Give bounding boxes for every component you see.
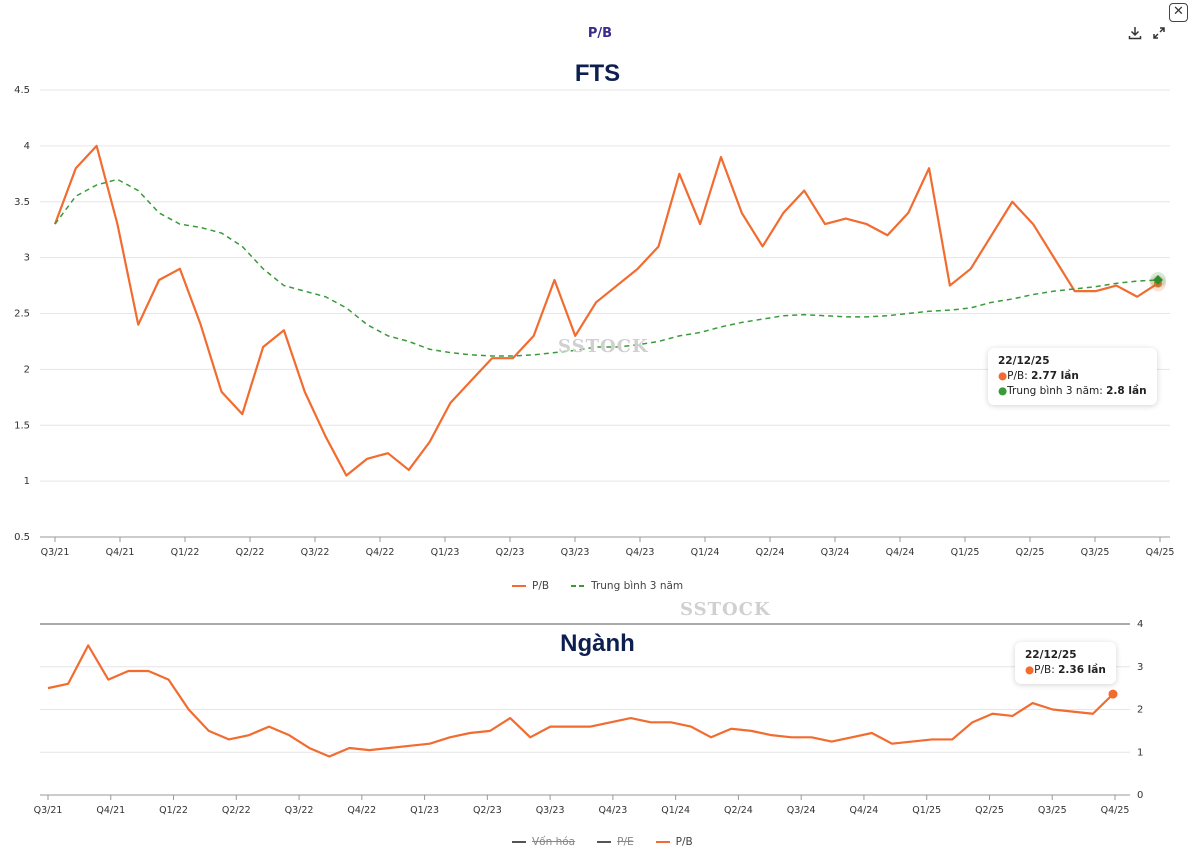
x-tick-label: Q2/23 — [473, 805, 502, 816]
legend-label: P/E — [617, 836, 634, 848]
legend-industry: Vốn hóa P/E P/B — [512, 836, 693, 848]
legend-item-pe[interactable]: P/E — [597, 836, 634, 848]
x-tick-label: Q3/25 — [1038, 805, 1067, 816]
series-line-average — [54, 178, 1159, 357]
x-tick-label: Q2/24 — [756, 547, 785, 558]
watermark: SSTOCK — [558, 336, 649, 357]
x-tick-label: Q4/22 — [366, 547, 395, 558]
page-title: P/B — [587, 26, 613, 41]
y-tick-label: 0 — [1137, 790, 1143, 801]
x-tick-label: Q3/23 — [561, 547, 590, 558]
x-tick-label: Q3/24 — [787, 805, 816, 816]
x-tick-label: Q3/22 — [301, 547, 330, 558]
x-tick-label: Q1/22 — [171, 547, 200, 558]
x-tick-label: Q4/21 — [106, 547, 135, 558]
tooltip-pb-value: 2.77 lần — [1031, 370, 1079, 382]
x-tick-label: Q4/24 — [850, 805, 879, 816]
x-tick-label: Q2/24 — [724, 805, 753, 816]
download-icon[interactable] — [1125, 23, 1145, 43]
tooltip-pb-label: P/B: — [1007, 370, 1032, 382]
x-tick-label: Q4/24 — [886, 547, 915, 558]
legend-label: Vốn hóa — [532, 836, 576, 848]
y-tick-label: 2 — [1137, 705, 1143, 716]
series-line-pb — [53, 144, 1159, 477]
y-tick-label: 1.5 — [14, 420, 30, 431]
tooltip-avg-value: 2.8 lần — [1106, 385, 1147, 397]
x-tick-label: Q3/23 — [536, 805, 565, 816]
y-tick-label: 4 — [1137, 619, 1143, 630]
x-tick-label: Q2/22 — [236, 547, 265, 558]
y-tick-label: 3 — [1137, 662, 1143, 673]
legend-fts: P/B Trung bình 3 năm — [512, 580, 683, 592]
x-tick-label: Q3/21 — [41, 547, 70, 558]
y-tick-label: 4.5 — [14, 85, 30, 96]
x-tick-label: Q2/23 — [496, 547, 525, 558]
legend-item-pb[interactable]: P/B — [512, 580, 549, 592]
x-tick-label: Q3/21 — [34, 805, 63, 816]
chart-title-fts: FTS — [574, 60, 621, 87]
x-tick-label: Q1/24 — [691, 547, 720, 558]
x-tick-label: Q4/25 — [1146, 547, 1175, 558]
tooltip-date: 22/12/25 — [1025, 649, 1077, 661]
tooltip-pb-value: 2.36 lần — [1058, 664, 1106, 676]
x-tick-label: Q4/23 — [598, 805, 627, 816]
y-tick-label: 1 — [24, 476, 30, 487]
x-tick-label: Q4/22 — [347, 805, 376, 816]
x-tick-label: Q1/25 — [912, 805, 941, 816]
x-tick-label: Q4/23 — [626, 547, 655, 558]
hover-marker — [1153, 275, 1163, 285]
y-tick-label: 2 — [24, 364, 30, 375]
x-tick-label: Q3/25 — [1081, 547, 1110, 558]
chart-title-industry: Ngành — [560, 630, 635, 657]
series-line-pb — [47, 644, 1114, 758]
y-tick-label: 1 — [1137, 747, 1143, 758]
y-tick-label: 4 — [24, 141, 30, 152]
watermark: SSTOCK — [680, 599, 771, 620]
legend-item-avg[interactable]: Trung bình 3 năm — [571, 580, 683, 592]
close-icon[interactable]: ✕ — [1169, 3, 1188, 22]
x-tick-label: Q1/24 — [661, 805, 690, 816]
x-tick-label: Q3/22 — [285, 805, 314, 816]
expand-icon[interactable] — [1149, 23, 1169, 43]
tooltip-avg-label: Trung bình 3 năm: — [1007, 385, 1107, 397]
x-tick-label: Q4/21 — [96, 805, 125, 816]
y-tick-label: 3 — [24, 253, 30, 264]
y-tick-label: 2.5 — [14, 309, 30, 320]
x-tick-label: Q1/23 — [410, 805, 439, 816]
tooltip-industry: 22/12/25 ●P/B: 2.36 lần — [1015, 642, 1116, 684]
hover-marker — [1108, 689, 1118, 699]
tooltip-date: 22/12/25 — [998, 355, 1050, 367]
x-tick-label: Q4/25 — [1101, 805, 1130, 816]
legend-label: P/B — [532, 580, 550, 592]
legend-item-market-cap[interactable]: Vốn hóa — [512, 836, 575, 848]
x-tick-label: Q1/23 — [431, 547, 460, 558]
x-tick-label: Q2/22 — [222, 805, 251, 816]
x-tick-label: Q3/24 — [821, 547, 850, 558]
x-tick-label: Q2/25 — [1016, 547, 1045, 558]
tooltip-fts: 22/12/25 ●P/B: 2.77 lần ●Trung bình 3 nă… — [988, 348, 1157, 405]
tooltip-pb-label: P/B: — [1034, 664, 1059, 676]
legend-label: P/B — [675, 836, 693, 848]
legend-item-pb[interactable]: P/B — [655, 836, 693, 848]
x-tick-label: Q2/25 — [975, 805, 1004, 816]
y-tick-label: 3.5 — [14, 197, 30, 208]
x-tick-label: Q1/22 — [159, 805, 188, 816]
x-tick-label: Q1/25 — [951, 547, 980, 558]
y-tick-label: 0.5 — [14, 532, 30, 543]
legend-label: Trung bình 3 năm — [591, 580, 684, 592]
